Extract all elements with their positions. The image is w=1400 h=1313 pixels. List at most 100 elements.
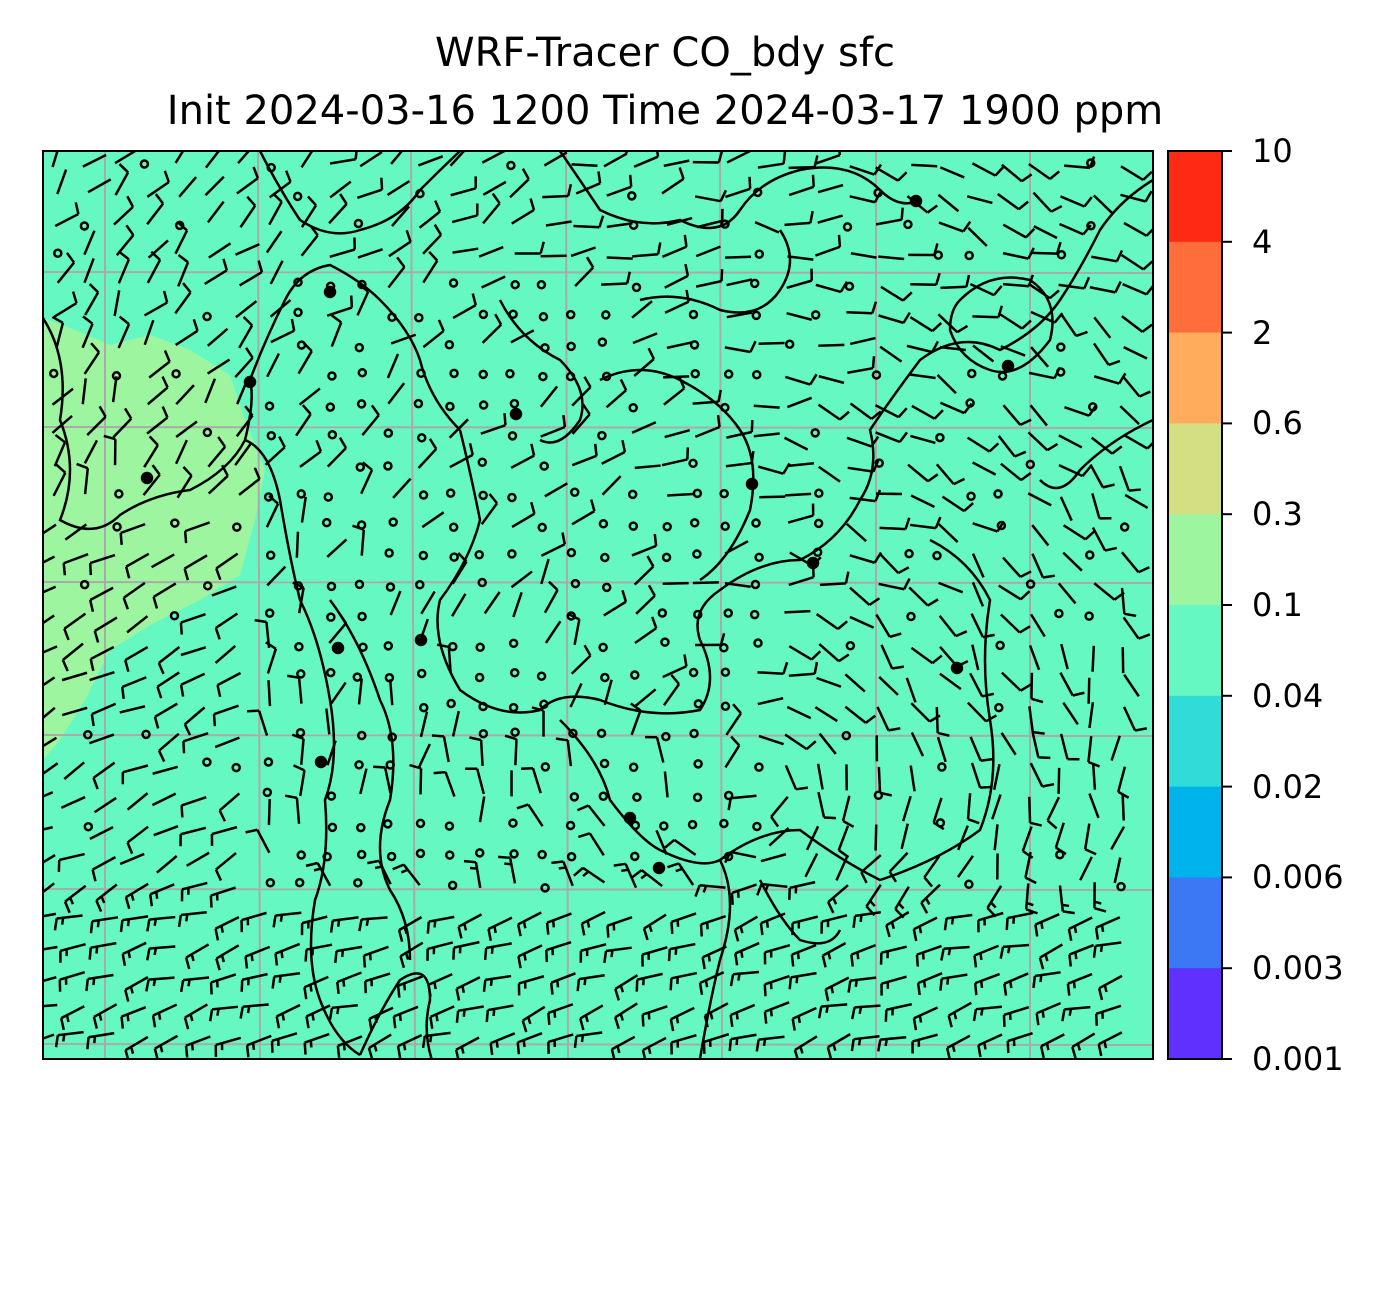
wind-barb-shaft xyxy=(603,152,628,168)
wind-barb-shaft xyxy=(143,319,155,346)
wind-barb-shaft xyxy=(112,417,133,439)
wind-barb-shaft xyxy=(972,344,995,363)
wind-barb-shaft xyxy=(330,321,343,348)
wind-barb-flag xyxy=(437,319,445,332)
wind-barb-shaft xyxy=(508,857,517,884)
calm-wind-marker xyxy=(754,552,764,563)
wind-barb-flag xyxy=(1075,330,1088,338)
wind-barb-flag xyxy=(678,167,685,180)
wind-barb-shaft xyxy=(764,974,790,986)
wind-barb-flag xyxy=(1021,173,1033,183)
wind-barb-flag xyxy=(365,918,370,927)
wind-barb-shaft xyxy=(818,732,837,755)
wind-barb-shaft xyxy=(725,461,752,468)
calm-wind-marker xyxy=(630,670,640,680)
calm-wind-marker xyxy=(475,642,485,653)
wind-barb-flag xyxy=(253,467,261,480)
wind-barb-shaft xyxy=(876,706,890,731)
wind-barb-shaft xyxy=(937,313,959,334)
wind-barb-shaft xyxy=(455,1036,480,1051)
wind-barb-shaft xyxy=(511,208,535,225)
wind-barb-flag xyxy=(900,207,904,220)
wind-barb-shaft xyxy=(1002,282,1029,288)
wind-barb-shaft xyxy=(522,1005,546,1022)
wind-barb-flag xyxy=(580,1034,585,1043)
wind-barb-flag xyxy=(1039,1045,1045,1059)
wind-barb-flag xyxy=(844,571,850,584)
colorbar-tick-label: 0.6 xyxy=(1252,404,1303,443)
wind-barb-shaft xyxy=(663,375,690,379)
calm-wind-marker xyxy=(327,430,338,440)
wind-barb-flag xyxy=(124,989,130,1002)
wind-barb-flag xyxy=(770,816,780,828)
wind-barb-shaft xyxy=(784,733,808,751)
wind-barb-shaft xyxy=(544,620,562,644)
wind-barb-shaft xyxy=(298,387,321,406)
wind-barb-flag xyxy=(579,1018,585,1031)
wind-barb-shaft xyxy=(671,971,698,980)
wind-barb-shaft xyxy=(238,271,263,287)
wind-barb-shaft xyxy=(449,453,474,469)
wind-barb-shaft xyxy=(601,282,628,286)
calm-wind-marker xyxy=(48,368,59,379)
calm-wind-marker xyxy=(874,458,884,468)
wind-barb-flag xyxy=(246,195,257,207)
wind-barb-shaft xyxy=(1087,736,1093,763)
wind-barb-flag xyxy=(352,524,365,531)
calm-wind-marker xyxy=(83,729,93,740)
wind-barb-shaft xyxy=(142,473,161,496)
wind-barb-flag xyxy=(740,950,744,958)
calm-wind-marker xyxy=(906,611,916,622)
wind-barb-flag xyxy=(29,1043,30,1055)
wind-barb-shaft xyxy=(724,744,741,769)
calm-wind-marker xyxy=(383,461,393,471)
wind-barb-shaft xyxy=(266,352,280,378)
wind-barb-shaft xyxy=(388,240,412,258)
wind-barb-flag xyxy=(769,1009,773,1017)
wind-barb-flag xyxy=(614,1016,620,1030)
wind-barb-flag xyxy=(1124,612,1137,618)
wind-barb-shaft xyxy=(757,671,784,675)
wind-barb-flag xyxy=(813,155,819,168)
wind-barb-flag xyxy=(1046,442,1059,452)
wind-barb-flag xyxy=(91,869,97,882)
wind-barb-shaft xyxy=(935,706,939,733)
wind-barb-flag xyxy=(717,389,722,402)
wind-barb-flag xyxy=(1046,819,1058,830)
wind-barb-shaft xyxy=(146,181,170,198)
wind-barb-shaft xyxy=(905,677,917,703)
calm-wind-marker xyxy=(416,668,427,679)
wind-barb-shaft xyxy=(211,825,238,836)
wind-barb-flag xyxy=(493,925,497,934)
wind-barb-shaft xyxy=(1089,286,1116,294)
calm-wind-marker xyxy=(631,282,642,293)
calm-wind-marker xyxy=(383,428,394,438)
coastline-segment xyxy=(639,229,792,314)
wind-barb-shaft xyxy=(239,205,257,228)
wind-barb-shaft xyxy=(1000,163,1023,183)
calm-wind-marker xyxy=(415,818,426,829)
calm-wind-marker xyxy=(723,369,734,379)
wind-barb-flag xyxy=(764,884,770,892)
calm-wind-marker xyxy=(935,818,946,828)
wind-barb-shaft xyxy=(634,627,657,645)
wind-barb-shaft xyxy=(1003,972,1029,985)
wind-barb-flag xyxy=(597,171,602,184)
wind-barb-shaft xyxy=(57,1030,84,1037)
wind-barb-flag xyxy=(90,342,100,354)
wind-barb-shaft xyxy=(83,351,101,375)
calm-wind-marker xyxy=(322,851,332,862)
wind-barb-shaft xyxy=(208,242,232,259)
wind-barb-shaft xyxy=(429,1005,455,1019)
wind-barb-shaft xyxy=(788,672,815,678)
wind-barb-flag xyxy=(1142,260,1153,271)
wind-barb-shaft xyxy=(299,770,306,797)
wind-barb-flag xyxy=(251,1042,256,1051)
wind-barb-flag xyxy=(401,134,408,144)
calm-wind-marker xyxy=(540,762,551,772)
wind-barb-flag xyxy=(151,464,161,476)
wind-barb-shaft xyxy=(241,911,267,922)
wind-barb-flag xyxy=(897,171,908,182)
wind-barb-shaft xyxy=(211,585,237,597)
wind-barb-flag xyxy=(271,976,276,989)
